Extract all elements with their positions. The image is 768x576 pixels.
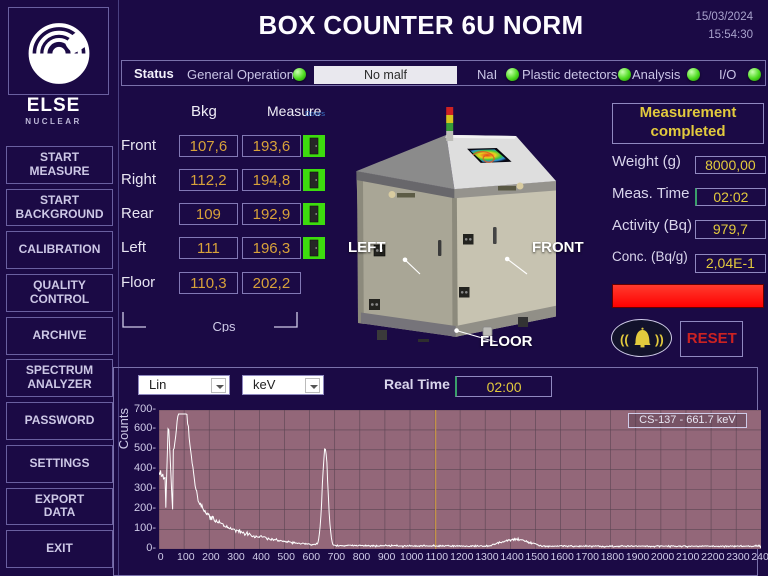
- svg-text:((: ((: [620, 332, 629, 347]
- svg-text:Cps: Cps: [212, 319, 236, 332]
- svg-text:)): )): [655, 332, 664, 347]
